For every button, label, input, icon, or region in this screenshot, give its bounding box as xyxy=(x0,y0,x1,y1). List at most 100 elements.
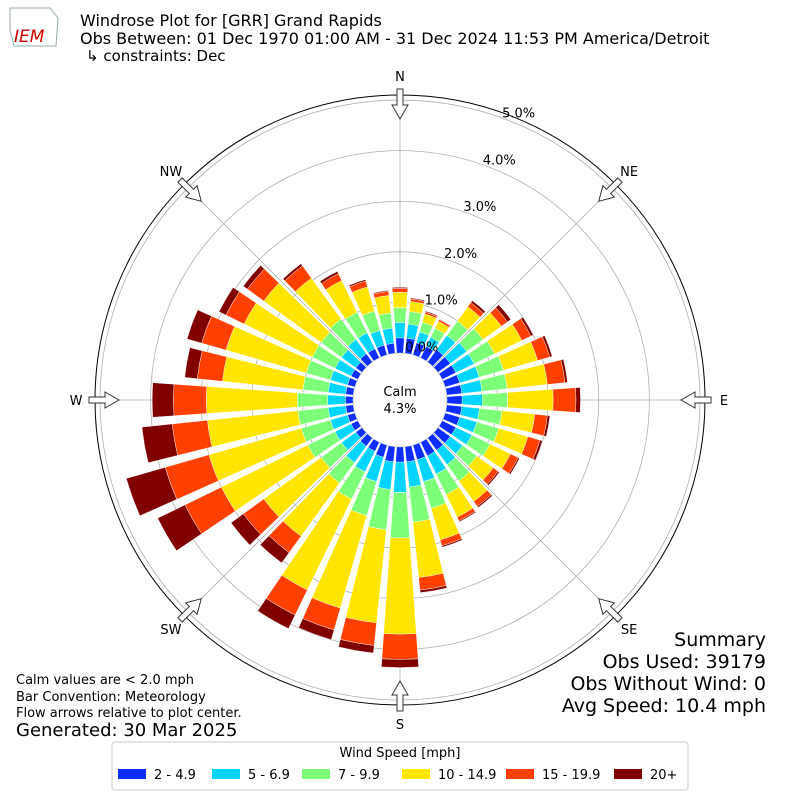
wind-bar xyxy=(348,279,367,288)
flow-arrow-shape xyxy=(391,679,409,712)
summary-line: Obs Without Wind: 0 xyxy=(570,673,766,695)
wind-bar xyxy=(458,511,477,523)
plot-area: Calm 4.3% 0.0% 1.0% 2.0% 3.0% 4.0% 5.0% N NE E SE S S… xyxy=(70,70,729,733)
wind-bar xyxy=(470,300,486,314)
wind-bar xyxy=(391,288,409,293)
wind-bar xyxy=(184,347,203,379)
legend-swatch xyxy=(614,769,642,779)
legend-label: 2 - 4.9 xyxy=(154,768,196,783)
wind-bar xyxy=(395,337,405,354)
wind-bar xyxy=(461,394,483,406)
compass-label: SW xyxy=(160,623,181,638)
wind-bar xyxy=(495,304,512,323)
summary-line: Summary xyxy=(674,629,766,651)
legend-box xyxy=(111,741,689,791)
wind-bar xyxy=(410,297,426,302)
wind-bar xyxy=(532,439,543,461)
wind-bar xyxy=(481,392,508,408)
wind-bar xyxy=(282,263,303,281)
wind-bar xyxy=(297,392,329,408)
flow-arrow xyxy=(391,88,409,121)
flow-arrow-shape xyxy=(177,597,203,623)
chart-subtitle: Obs Between: 01 Dec 1970 01:00 AM - 31 D… xyxy=(80,29,709,48)
flow-arrow xyxy=(177,177,203,203)
flow-arrow xyxy=(177,597,203,623)
grid-spoke xyxy=(184,184,368,368)
r-tick-label: 4.0% xyxy=(483,153,516,168)
wind-bar xyxy=(552,387,577,413)
wind-bar xyxy=(126,467,178,517)
legend-swatch xyxy=(302,769,330,779)
wind-bar xyxy=(446,395,463,405)
wind-bar xyxy=(508,457,520,475)
wind-bar xyxy=(419,585,448,593)
wind-bar xyxy=(151,382,175,418)
wind-bar xyxy=(141,423,178,464)
legend-swatch xyxy=(118,769,146,779)
wind-bar xyxy=(157,504,202,552)
wind-bar xyxy=(173,383,207,417)
flow-arrow xyxy=(597,597,623,623)
legend: 2 - 4.9 5 - 6.9 7 - 9.9 10 - 14.9 15 - 19.9 2… xyxy=(118,768,677,783)
wind-bar xyxy=(298,618,335,640)
compass-label: NW xyxy=(160,165,183,180)
r-tick-label: 0.0% xyxy=(405,340,438,355)
note: Flow arrows relative to plot center. xyxy=(16,706,242,721)
wind-bar xyxy=(381,658,419,668)
wind-bar xyxy=(373,290,389,295)
wind-bar xyxy=(542,335,553,358)
compass-label: E xyxy=(720,394,728,409)
legend-label: 5 - 6.9 xyxy=(248,768,290,783)
wind-bar xyxy=(345,395,354,405)
flow-arrow-shape xyxy=(597,177,623,203)
compass-label: SE xyxy=(621,623,637,638)
wind-bar xyxy=(575,387,581,413)
compass-label: S xyxy=(396,718,404,733)
r-tick-label: 1.0% xyxy=(425,294,458,309)
wind-bar xyxy=(319,271,339,284)
legend-swatch xyxy=(506,769,534,779)
r-tick-label: 2.0% xyxy=(444,247,477,262)
summary-line: Obs Used: 39179 xyxy=(603,651,766,673)
compass-label: N xyxy=(395,70,405,85)
logo-text: IEM xyxy=(14,27,45,47)
compass-label: NE xyxy=(620,165,638,180)
wind-bar xyxy=(243,265,265,290)
wind-bar xyxy=(520,316,534,337)
note: Bar Convention: Meteorology xyxy=(16,690,206,705)
chart-title: Windrose Plot for [GRR] Grand Rapids xyxy=(80,11,382,30)
wind-bar xyxy=(391,287,409,289)
wind-bar xyxy=(441,538,463,548)
flow-arrow xyxy=(679,391,712,409)
constraints: ↳ constraints: Dec xyxy=(86,47,226,65)
wind-bar xyxy=(338,639,375,654)
flow-arrow xyxy=(597,177,623,203)
wind-bar xyxy=(392,292,408,308)
wind-bar xyxy=(257,598,296,629)
wind-bar xyxy=(424,310,438,317)
summary-line: Avg Speed: 10.4 mph xyxy=(562,695,766,717)
wind-bar xyxy=(390,492,410,539)
legend-label: 10 - 14.9 xyxy=(438,768,496,783)
wind-bar xyxy=(487,471,500,486)
calm-circle xyxy=(354,354,446,446)
r-tick-label: 5.0% xyxy=(502,107,535,122)
wind-bar xyxy=(477,494,493,508)
grid-spoke xyxy=(184,432,368,616)
wind-bar xyxy=(438,318,451,327)
compass-label: W xyxy=(70,394,83,409)
note: Calm values are < 2.0 mph xyxy=(16,673,194,688)
flow-arrow xyxy=(391,679,409,712)
wind-bar xyxy=(393,461,407,493)
wind-bar xyxy=(186,309,212,344)
logo: IEM xyxy=(9,7,59,47)
wind-bar xyxy=(395,446,405,463)
wind-bar xyxy=(381,633,419,660)
wind-bar xyxy=(543,415,551,437)
wind-bar xyxy=(230,513,261,546)
legend-label: 20+ xyxy=(650,768,677,783)
flow-arrow-shape xyxy=(177,177,203,203)
legend-label: 15 - 19.9 xyxy=(542,768,600,783)
generated: Generated: 30 Mar 2025 xyxy=(16,720,237,741)
